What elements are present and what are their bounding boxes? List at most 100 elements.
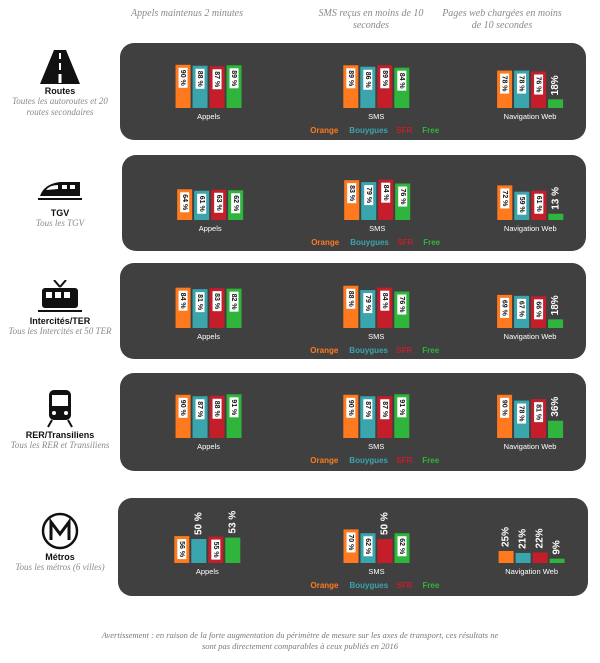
value-label: 66 % bbox=[535, 301, 542, 318]
row-name: TGV bbox=[50, 208, 70, 218]
value-label: 89 % bbox=[347, 70, 354, 87]
value-label: 88 % bbox=[347, 291, 354, 308]
value-label: 91 % bbox=[230, 399, 237, 416]
value-label: 84 % bbox=[179, 293, 186, 310]
value-label: 78 % bbox=[518, 76, 525, 93]
value-label: 76 % bbox=[399, 189, 406, 206]
row-label-tgv: TGV Tous les TGV bbox=[0, 178, 120, 229]
value-label: 91 % bbox=[398, 399, 405, 416]
value-label-box bbox=[347, 183, 357, 204]
legend-orange: Orange bbox=[310, 346, 339, 355]
header-calls: Appels maintenus 2 minutes bbox=[131, 8, 243, 19]
bar-free bbox=[548, 99, 564, 108]
rer-train-icon bbox=[47, 390, 73, 428]
footnote: Avertissement : en raison de la forte au… bbox=[101, 630, 499, 651]
chart-svg: 90 % 87 % 88 % 91 % Appels 90 % 87 % 87 % 91 % SM… bbox=[175, 394, 564, 465]
value-label: 84 % bbox=[398, 73, 405, 90]
legend-bouygues: Bouygues bbox=[349, 126, 388, 135]
value-label: 78 % bbox=[501, 76, 508, 93]
value-label-box bbox=[195, 292, 205, 313]
value-label-box bbox=[534, 299, 544, 320]
value-label: 55 % bbox=[212, 542, 219, 559]
value-label: 64 % bbox=[181, 194, 188, 211]
group-label: SMS bbox=[368, 112, 384, 121]
group-label: Appels bbox=[197, 112, 220, 121]
value-label: 84 % bbox=[381, 293, 388, 310]
value-label: 62 % bbox=[232, 195, 239, 212]
value-label: 90 % bbox=[179, 70, 186, 87]
value-label-box bbox=[178, 290, 188, 311]
chart-svg: 90 % 88 % 87 % 89 % Appels 89 % 86 % 89 % 84 % SM… bbox=[175, 64, 564, 135]
value-label: 79 % bbox=[364, 295, 371, 312]
bar-free bbox=[548, 213, 564, 220]
chart-panel-rer: 90 % 87 % 88 % 91 % Appels 90 % 87 % 87 % 91 % SM… bbox=[120, 373, 586, 471]
value-label: 9% bbox=[552, 540, 563, 555]
value-label-box bbox=[197, 193, 207, 214]
value-label-box bbox=[500, 73, 510, 94]
value-label-box bbox=[346, 532, 356, 553]
value-label-box bbox=[500, 397, 510, 418]
row-subtitle: Toutes les autoroutes et 20 routes secon… bbox=[12, 96, 108, 117]
row-label-metros: Métros Tous les métros (6 villes) bbox=[0, 512, 120, 573]
chart-svg: 56 % 50 % 55 % 53 % Appels 70 % 62 % 50 % 62 % SM… bbox=[174, 511, 565, 590]
legend-orange: Orange bbox=[311, 581, 340, 590]
value-label-box bbox=[380, 399, 390, 420]
value-label: 79 % bbox=[365, 187, 372, 204]
chart-panel-intercites: 84 % 81 % 83 % 82 % Appels 88 % 79 % 84 % 76 % SM… bbox=[120, 263, 586, 359]
header-web: Pages web chargées en moins de 10 second… bbox=[442, 8, 562, 31]
group-label: SMS bbox=[368, 332, 384, 341]
value-label: 62 % bbox=[398, 538, 405, 555]
legend-bouygues: Bouygues bbox=[350, 238, 389, 247]
value-label-box bbox=[364, 185, 374, 206]
value-label-box bbox=[229, 291, 239, 312]
value-label: 87 % bbox=[213, 71, 220, 88]
value-label: 56 % bbox=[178, 541, 185, 558]
bar-free bbox=[548, 420, 564, 438]
legend-orange: Orange bbox=[310, 456, 339, 465]
value-label: 89 % bbox=[230, 70, 237, 87]
value-label-box bbox=[214, 192, 224, 213]
value-label: 87 % bbox=[364, 401, 371, 418]
legend-free: Free bbox=[422, 346, 439, 355]
group-label: SMS bbox=[369, 224, 385, 233]
value-label: 21% bbox=[518, 529, 529, 549]
value-label: 22% bbox=[535, 528, 546, 548]
group-label: Navigation Web bbox=[505, 567, 558, 576]
group-label: Navigation Web bbox=[504, 112, 557, 121]
value-label-box bbox=[380, 68, 390, 89]
row-subtitle: Tous les TGV bbox=[35, 218, 85, 228]
value-label-box bbox=[500, 297, 510, 318]
value-label: 87 % bbox=[196, 401, 203, 418]
value-label-box bbox=[363, 69, 373, 90]
value-label-box bbox=[346, 288, 356, 309]
header-sms: SMS reçus en moins de 10 secondes bbox=[318, 8, 424, 31]
value-label-box bbox=[381, 182, 391, 203]
row-name: Routes bbox=[44, 86, 76, 96]
chart-svg: 84 % 81 % 83 % 82 % Appels 88 % 79 % 84 % 76 % SM… bbox=[175, 285, 564, 355]
value-label: 88 % bbox=[196, 71, 203, 88]
value-label-box bbox=[517, 73, 527, 94]
value-label-box bbox=[178, 397, 188, 418]
value-label-box bbox=[178, 67, 188, 88]
value-label: 53 % bbox=[227, 511, 238, 534]
value-label-box bbox=[534, 402, 544, 423]
value-label-box bbox=[177, 539, 187, 560]
value-label-box bbox=[380, 290, 390, 311]
row-name: Intercités/TER bbox=[29, 316, 91, 326]
value-label-box bbox=[180, 192, 190, 213]
value-label: 25% bbox=[501, 527, 512, 547]
value-label-box bbox=[397, 397, 407, 418]
chart-panel-tgv: 64 % 61 % 63 % 62 % Appels 83 % 79 % 84 % 76 % SM… bbox=[122, 155, 586, 251]
value-label: 87 % bbox=[381, 401, 388, 418]
value-label: 90 % bbox=[179, 400, 186, 417]
bar-free bbox=[225, 537, 241, 563]
bar-sfr bbox=[377, 539, 393, 563]
legend-bouygues: Bouygues bbox=[349, 346, 388, 355]
value-label: 90 % bbox=[501, 400, 508, 417]
group-label: SMS bbox=[368, 567, 384, 576]
value-label: 90 % bbox=[347, 400, 354, 417]
row-name: RER/Transiliens bbox=[25, 430, 95, 440]
value-label-box bbox=[231, 193, 241, 214]
value-label: 84 % bbox=[382, 185, 389, 202]
legend-sfr: SFR bbox=[396, 346, 412, 355]
